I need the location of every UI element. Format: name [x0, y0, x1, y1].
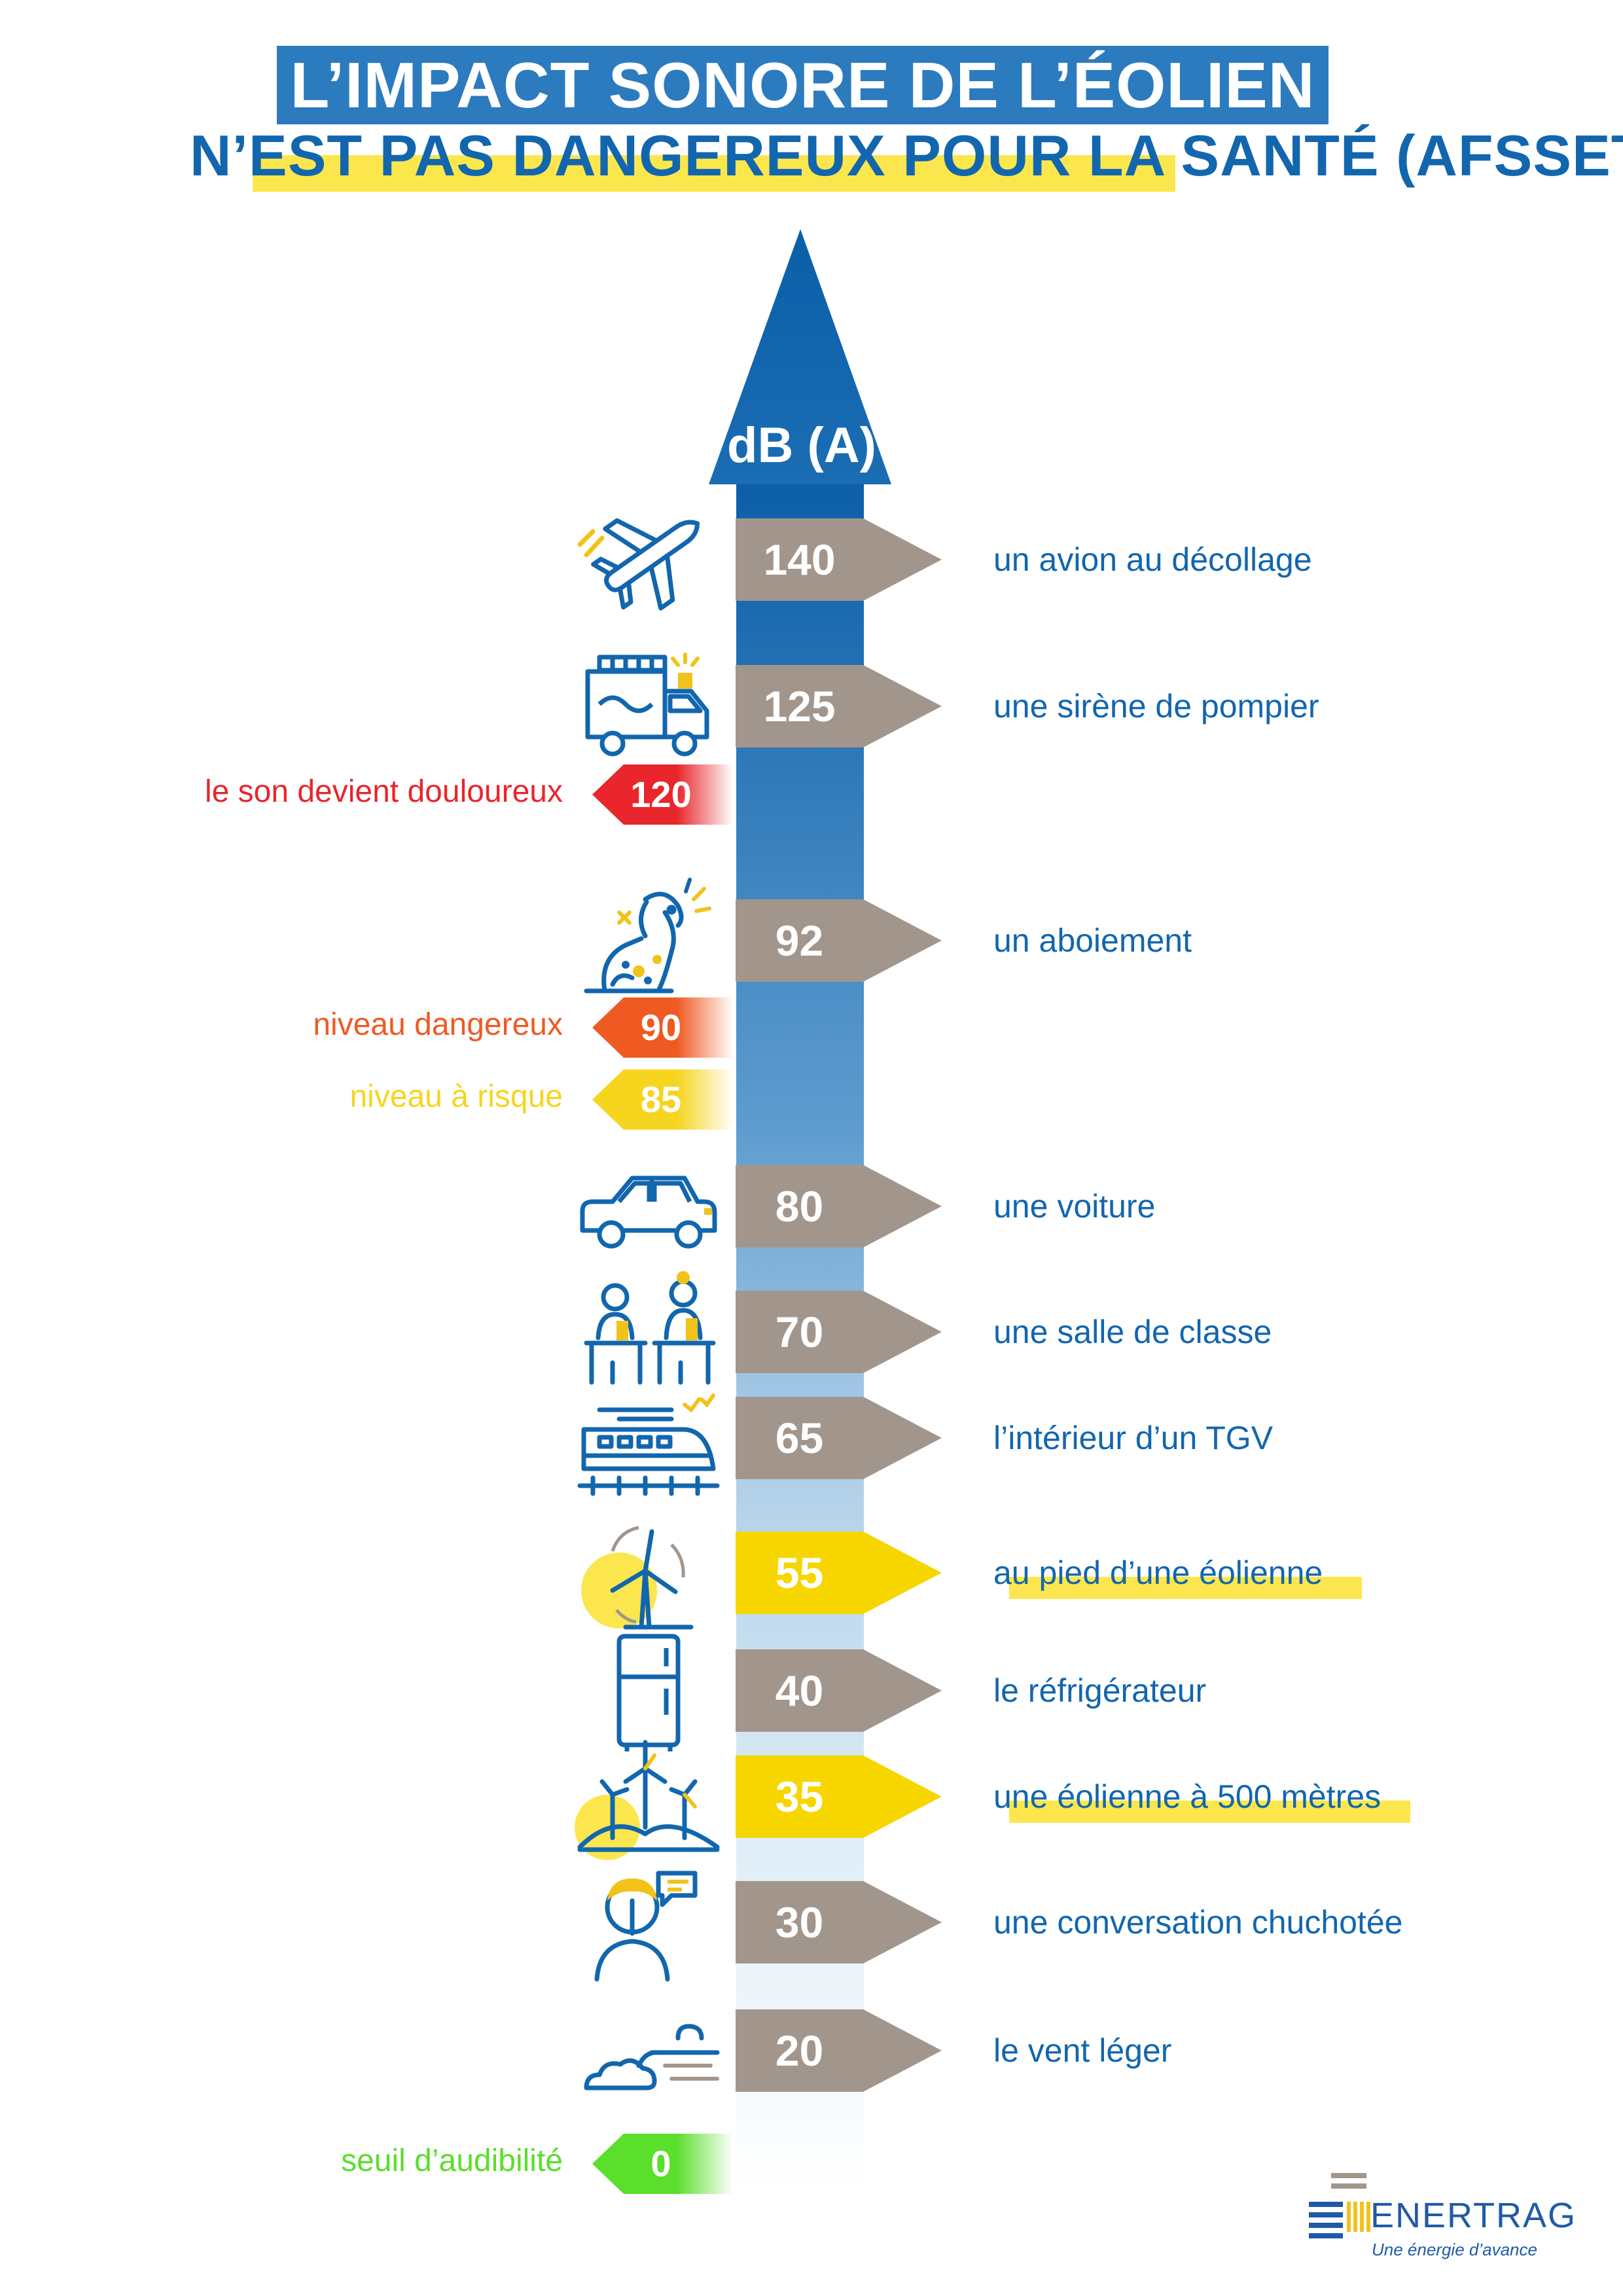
- db-value-tag: 55: [736, 1532, 942, 1614]
- db-value-tag-shape: [736, 1291, 942, 1373]
- sound-source-label: un avion au décollage: [993, 541, 1312, 578]
- db-value-tag: 140: [736, 518, 942, 601]
- sound-source-label: le réfrigérateur: [993, 1672, 1207, 1709]
- db-value: 125: [763, 682, 836, 730]
- threshold-tag-shape: [592, 997, 733, 1058]
- threshold-tag: 90: [592, 997, 733, 1058]
- car-icon: [573, 1139, 724, 1270]
- db-value-tag-shape: [736, 518, 942, 601]
- db-value-tag-shape: [736, 1532, 942, 1614]
- sound-source-label: une salle de classe: [993, 1314, 1272, 1350]
- sound-source-label: une éolienne à 500 mètres: [993, 1778, 1382, 1815]
- sound-source-label: une sirène de pompier: [993, 688, 1319, 725]
- db-value-tag: 70: [736, 1291, 942, 1373]
- threshold-value: 90: [640, 1007, 682, 1048]
- threshold-label: le son devient douloureux: [204, 774, 563, 809]
- logo-name: ENERTRAG: [1370, 2196, 1577, 2235]
- threshold-tag: 85: [592, 1069, 733, 1130]
- db-value-tag-shape: [736, 1165, 942, 1247]
- threshold-label: seuil d’audibilité: [341, 2144, 563, 2178]
- whisper-icon: [573, 1855, 724, 1986]
- sound-source-label: l’intérieur d’un TGV: [993, 1420, 1274, 1456]
- page-title: L’IMPACT SONORE DE L’ÉOLIEN: [290, 49, 1315, 121]
- db-value: 80: [775, 1182, 824, 1230]
- label-highlight: [1009, 1577, 1362, 1599]
- threshold-tag-shape: [592, 764, 733, 825]
- db-value: 70: [775, 1308, 824, 1356]
- sound-source-label: une conversation chuchotée: [993, 1904, 1403, 1941]
- db-value-tag: 35: [736, 1755, 942, 1838]
- db-value-tag-shape: [736, 2009, 942, 2092]
- refrigerator-icon: [573, 1623, 724, 1754]
- threshold-tag-shape: [592, 2134, 733, 2194]
- classroom-icon: [573, 1265, 724, 1395]
- light-wind-icon: [573, 1983, 724, 2114]
- db-value-tag: 92: [736, 899, 942, 982]
- db-value-tag: 125: [736, 665, 942, 747]
- threshold-label: niveau à risque: [349, 1079, 563, 1114]
- page-subtitle: N’EST PAS DANGEREUX POUR LA SANTÉ (AFSSE…: [190, 123, 1623, 188]
- threshold-value: 85: [640, 1079, 682, 1120]
- logo-tagline: Une énergie d’avance: [1372, 2240, 1537, 2259]
- barking-dog-icon: [573, 873, 724, 1004]
- db-value-tag-shape: [736, 1649, 942, 1732]
- db-value-tag: 30: [736, 1881, 942, 1964]
- title-banner: [277, 46, 1329, 124]
- threshold-value: 0: [651, 2143, 671, 2184]
- db-value: 35: [775, 1772, 824, 1821]
- db-value-tag-shape: [736, 1881, 942, 1964]
- enertrag-logo: [1309, 2173, 1370, 2238]
- db-value-tag: 80: [736, 1165, 942, 1247]
- db-value: 140: [763, 535, 836, 584]
- threshold-label: niveau dangereux: [313, 1007, 563, 1042]
- sound-source-label: au pied d’une éolienne: [993, 1554, 1323, 1591]
- threshold-tag-shape: [592, 1069, 733, 1130]
- sound-source-label: le vent léger: [993, 2032, 1172, 2069]
- db-value-tag: 65: [736, 1397, 942, 1479]
- sound-source-label: un aboiement: [993, 922, 1192, 959]
- db-value: 20: [775, 2026, 824, 2075]
- db-value-tag: 40: [736, 1649, 942, 1732]
- db-value: 55: [775, 1549, 824, 1597]
- db-value-tag-shape: [736, 1755, 942, 1838]
- airplane-icon: [573, 492, 724, 623]
- db-value: 40: [775, 1666, 824, 1715]
- label-highlight: [1009, 1801, 1410, 1823]
- wind-turbine-icon: [573, 1505, 724, 1636]
- wind-farm-icon: [573, 1729, 724, 1860]
- threshold-value: 120: [630, 774, 692, 815]
- fire-truck-icon: [573, 639, 724, 770]
- axis-unit-label: dB (A): [727, 418, 876, 473]
- db-value-tag-shape: [736, 665, 942, 747]
- db-value-tag: 20: [736, 2009, 942, 2092]
- db-value: 92: [775, 916, 824, 965]
- db-value: 65: [775, 1414, 824, 1462]
- threshold-tag: 120: [592, 764, 733, 825]
- sound-source-label: une voiture: [993, 1188, 1156, 1225]
- db-value-tag-shape: [736, 899, 942, 982]
- subtitle-highlight: [253, 155, 1175, 192]
- threshold-tag: 0: [592, 2134, 733, 2194]
- train-icon: [573, 1371, 724, 1501]
- db-value: 30: [775, 1898, 824, 1946]
- db-value-tag-shape: [736, 1397, 942, 1479]
